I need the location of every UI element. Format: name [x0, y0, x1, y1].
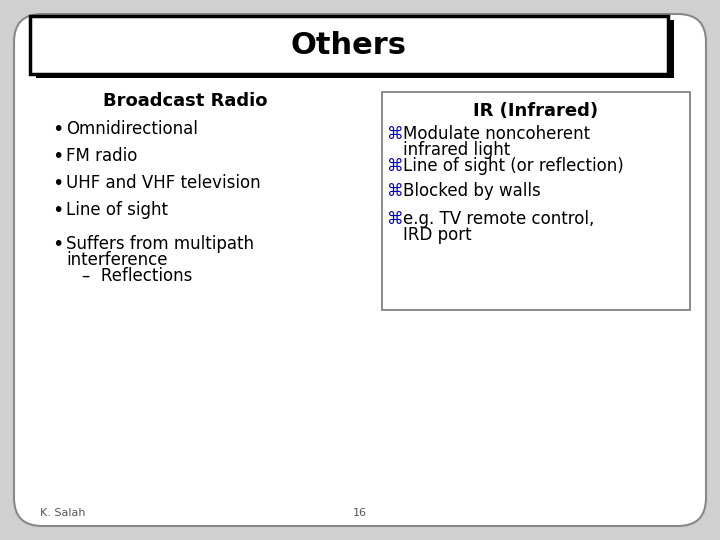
Text: e.g. TV remote control,: e.g. TV remote control, — [403, 210, 595, 228]
Text: –  Reflections: – Reflections — [82, 267, 192, 285]
Text: Modulate noncoherent: Modulate noncoherent — [403, 125, 590, 143]
Text: Suffers from multipath: Suffers from multipath — [66, 235, 254, 253]
Text: Omnidirectional: Omnidirectional — [66, 120, 198, 138]
Text: K. Salah: K. Salah — [40, 508, 86, 518]
Text: Line of sight: Line of sight — [66, 201, 168, 219]
FancyBboxPatch shape — [14, 14, 706, 526]
Text: IR (Infrared): IR (Infrared) — [474, 102, 598, 120]
Text: IRD port: IRD port — [403, 226, 472, 244]
Text: Broadcast Radio: Broadcast Radio — [103, 92, 267, 110]
Text: ⌘: ⌘ — [387, 157, 404, 175]
Text: •: • — [52, 201, 63, 220]
Text: •: • — [52, 174, 63, 193]
Text: Others: Others — [291, 30, 407, 59]
Text: •: • — [52, 147, 63, 166]
Text: infrared light: infrared light — [403, 141, 510, 159]
Text: Blocked by walls: Blocked by walls — [403, 182, 541, 200]
Text: FM radio: FM radio — [66, 147, 138, 165]
Bar — [36, 20, 674, 78]
Text: •: • — [52, 235, 63, 254]
Text: •: • — [52, 120, 63, 139]
Text: ⌘: ⌘ — [387, 125, 404, 143]
Text: UHF and VHF television: UHF and VHF television — [66, 174, 261, 192]
Bar — [30, 16, 668, 74]
Bar — [382, 92, 690, 310]
Text: ⌘: ⌘ — [387, 182, 404, 200]
Text: Line of sight (or reflection): Line of sight (or reflection) — [403, 157, 624, 175]
Text: interference: interference — [66, 251, 168, 269]
Text: 16: 16 — [353, 508, 367, 518]
Text: ⌘: ⌘ — [387, 210, 404, 228]
